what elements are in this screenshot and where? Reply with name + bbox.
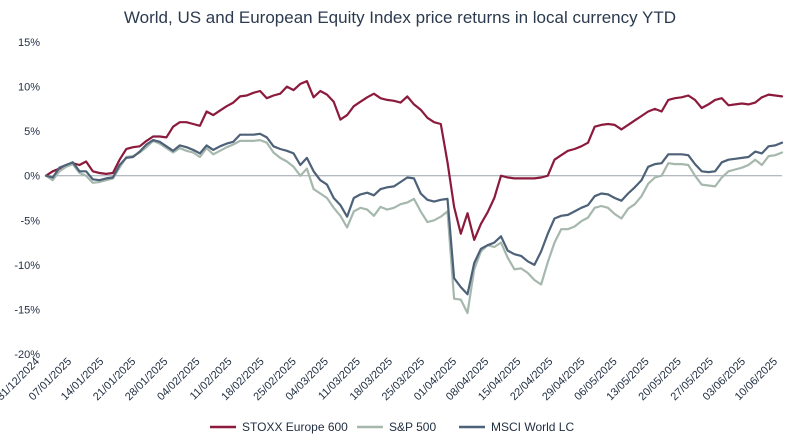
y-tick-label: 5% bbox=[24, 126, 40, 138]
y-tick-label: -10% bbox=[14, 260, 40, 272]
y-tick-label: 0% bbox=[24, 171, 40, 183]
y-tick-label: -15% bbox=[14, 304, 40, 316]
legend-label: MSCI World LC bbox=[491, 420, 574, 434]
chart-title: World, US and European Equity Index pric… bbox=[123, 8, 677, 27]
y-tick-label: 15% bbox=[18, 37, 40, 49]
legend-label: S&P 500 bbox=[389, 420, 436, 434]
y-tick-label: -5% bbox=[20, 215, 40, 227]
y-tick-label: 10% bbox=[18, 82, 40, 94]
series-line-s-p-500 bbox=[44, 139, 784, 315]
series-line-msci-world-lc bbox=[44, 132, 784, 296]
legend-label: STOXX Europe 600 bbox=[242, 420, 348, 434]
y-tick-label: -20% bbox=[14, 349, 40, 361]
series-line-stoxx-europe-600 bbox=[44, 80, 784, 241]
